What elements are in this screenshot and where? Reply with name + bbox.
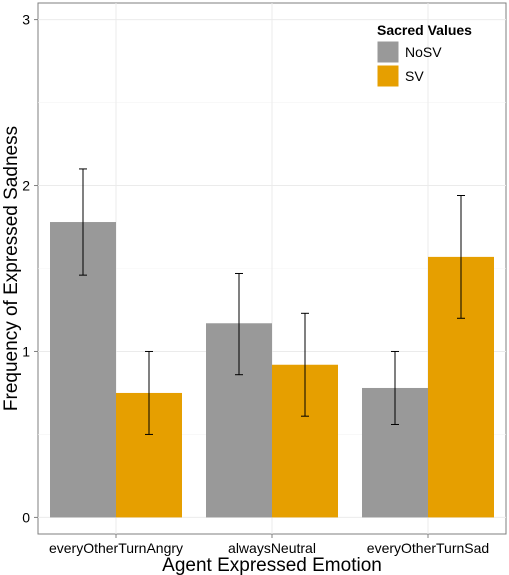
x-tick-label: everyOtherTurnSad <box>367 540 489 556</box>
error-bar-SV-everyOtherTurnSad <box>457 194 465 319</box>
legend-key-SV <box>376 64 400 88</box>
legend: Sacred Values NoSV SV <box>376 22 472 88</box>
legend-label-NoSV: NoSV <box>405 44 442 60</box>
error-bar-NoSV-everyOtherTurnSad <box>391 350 399 425</box>
x-tick-label: everyOtherTurnAngry <box>49 540 183 556</box>
y-tick-label: 1 <box>22 343 30 359</box>
error-bar-SV-alwaysNeutral <box>301 312 309 417</box>
y-axis-title: Frequency of Expressed Sadness <box>1 126 22 411</box>
x-tick-label: alwaysNeutral <box>228 540 316 556</box>
x-axis: everyOtherTurnAngry alwaysNeutral everyOth… <box>49 534 489 556</box>
legend-label-SV: SV <box>405 68 424 84</box>
error-bar-SV-everyOtherTurnAngry <box>145 350 153 435</box>
y-tick-label: 0 <box>22 509 30 525</box>
y-axis: 0 1 2 3 <box>22 12 38 525</box>
y-tick-label: 2 <box>22 178 30 194</box>
error-bars <box>79 168 465 435</box>
error-bar-NoSV-everyOtherTurnAngry <box>79 168 87 276</box>
x-axis-title: Agent Expressed Emotion <box>162 555 382 575</box>
error-bar-NoSV-alwaysNeutral <box>235 272 243 376</box>
legend-title: Sacred Values <box>377 22 472 38</box>
y-tick-label: 3 <box>22 12 30 28</box>
legend-key-NoSV <box>376 40 400 64</box>
